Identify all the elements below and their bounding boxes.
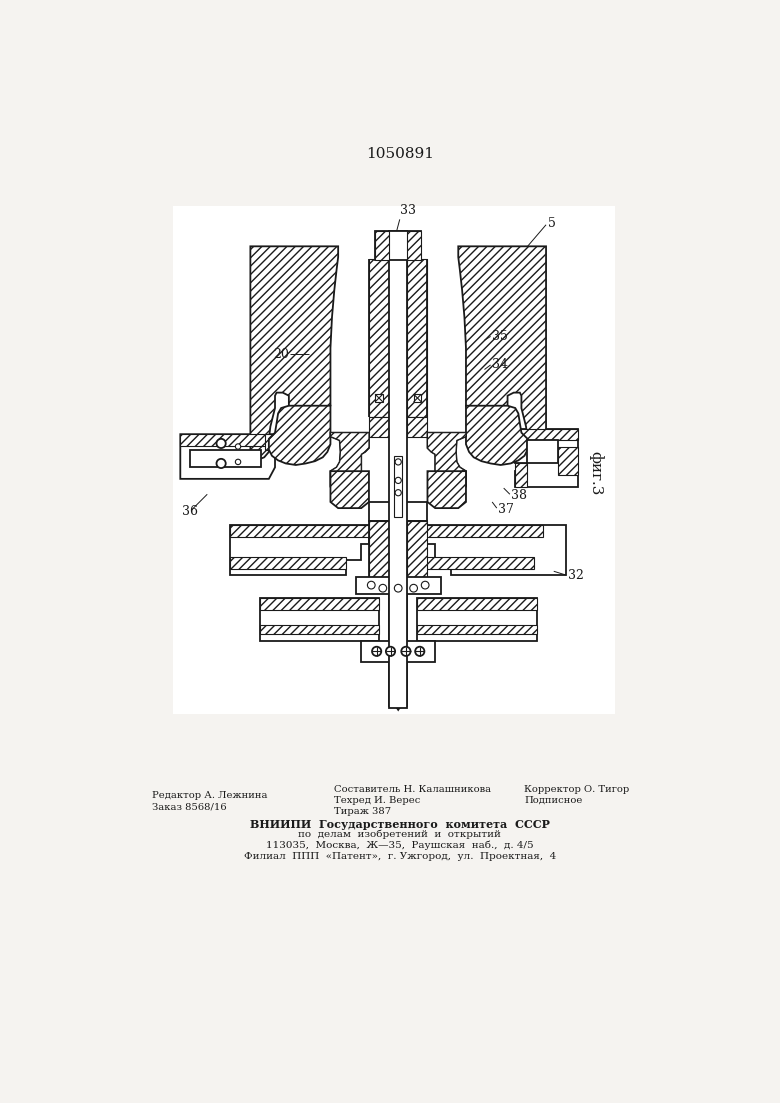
- Circle shape: [236, 459, 241, 464]
- Bar: [392, 662, 404, 700]
- Polygon shape: [250, 246, 339, 460]
- Bar: [526, 440, 558, 463]
- Bar: [407, 417, 427, 437]
- Text: Составитель Н. Калашникова: Составитель Н. Калашникова: [335, 785, 491, 794]
- Bar: [395, 456, 402, 517]
- Bar: [407, 231, 421, 260]
- Circle shape: [395, 459, 401, 465]
- Text: 32: 32: [568, 569, 583, 581]
- Bar: [356, 577, 441, 593]
- Circle shape: [217, 459, 225, 468]
- Polygon shape: [180, 435, 281, 479]
- Bar: [375, 231, 421, 260]
- Text: 20: 20: [273, 347, 289, 361]
- Text: Корректор О. Тигор: Корректор О. Тигор: [524, 785, 629, 794]
- Bar: [369, 259, 389, 417]
- Bar: [417, 598, 537, 610]
- Text: 34: 34: [492, 358, 508, 372]
- Polygon shape: [269, 406, 331, 465]
- Circle shape: [217, 439, 225, 448]
- Polygon shape: [466, 406, 527, 465]
- Bar: [516, 463, 526, 486]
- Polygon shape: [230, 525, 369, 575]
- Bar: [230, 525, 369, 537]
- Polygon shape: [516, 429, 579, 486]
- Bar: [190, 450, 261, 468]
- Text: 36: 36: [182, 505, 198, 517]
- Bar: [180, 435, 281, 446]
- Bar: [418, 557, 534, 569]
- Text: Редактор А. Лежнина: Редактор А. Лежнина: [152, 792, 268, 801]
- Circle shape: [415, 646, 424, 656]
- Polygon shape: [392, 700, 404, 710]
- Bar: [260, 598, 379, 641]
- Bar: [375, 231, 389, 260]
- Bar: [404, 525, 543, 537]
- Bar: [361, 641, 435, 662]
- Bar: [389, 231, 407, 708]
- Text: 38: 38: [512, 490, 527, 502]
- Bar: [260, 598, 379, 610]
- Polygon shape: [459, 246, 546, 460]
- Bar: [369, 502, 427, 522]
- Polygon shape: [331, 432, 369, 486]
- Polygon shape: [427, 471, 466, 508]
- Bar: [413, 394, 421, 401]
- Circle shape: [395, 478, 401, 483]
- Polygon shape: [331, 432, 369, 486]
- Circle shape: [421, 581, 429, 589]
- Circle shape: [410, 585, 417, 592]
- Text: 5: 5: [548, 216, 555, 229]
- Circle shape: [379, 585, 387, 592]
- Bar: [369, 522, 389, 579]
- Bar: [375, 394, 383, 401]
- Bar: [265, 435, 281, 450]
- Text: 33: 33: [399, 204, 416, 217]
- Polygon shape: [427, 432, 466, 486]
- Bar: [516, 429, 579, 440]
- Bar: [417, 598, 537, 641]
- Bar: [407, 522, 427, 579]
- Text: фиг.3: фиг.3: [589, 450, 604, 495]
- Polygon shape: [427, 525, 566, 575]
- Bar: [417, 625, 537, 634]
- Text: по  делам  изобретений  и  открытий: по делам изобретений и открытий: [298, 829, 502, 839]
- Text: Подписное: Подписное: [524, 796, 583, 805]
- Circle shape: [236, 443, 241, 449]
- Bar: [230, 557, 346, 569]
- Text: 35: 35: [492, 330, 508, 343]
- Circle shape: [372, 646, 381, 656]
- Bar: [260, 625, 379, 634]
- Circle shape: [386, 646, 395, 656]
- Bar: [407, 259, 427, 417]
- Text: Филиал  ППП  «Патент»,  г. Ужгород,  ул.  Проектная,  4: Филиал ППП «Патент», г. Ужгород, ул. Про…: [243, 852, 556, 860]
- Circle shape: [395, 490, 401, 496]
- Circle shape: [395, 585, 402, 592]
- Bar: [389, 595, 407, 706]
- Bar: [172, 205, 615, 714]
- Text: 113035,  Москва,  Ж—35,  Раушская  наб.,  д. 4/5: 113035, Москва, Ж—35, Раушская наб., д. …: [266, 840, 534, 850]
- Bar: [369, 417, 389, 437]
- Polygon shape: [331, 471, 369, 508]
- Text: 37: 37: [498, 503, 514, 516]
- Bar: [558, 447, 579, 475]
- Text: 1050891: 1050891: [366, 147, 434, 161]
- Circle shape: [401, 646, 410, 656]
- Circle shape: [367, 581, 375, 589]
- Bar: [369, 522, 427, 579]
- Text: Заказ 8568/16: Заказ 8568/16: [152, 802, 226, 812]
- Polygon shape: [427, 432, 466, 486]
- Text: Техред И. Верес: Техред И. Верес: [335, 796, 420, 805]
- Text: Тираж 387: Тираж 387: [335, 807, 392, 816]
- Text: ВНИИПИ  Государственного  комитета  СССР: ВНИИПИ Государственного комитета СССР: [250, 820, 550, 831]
